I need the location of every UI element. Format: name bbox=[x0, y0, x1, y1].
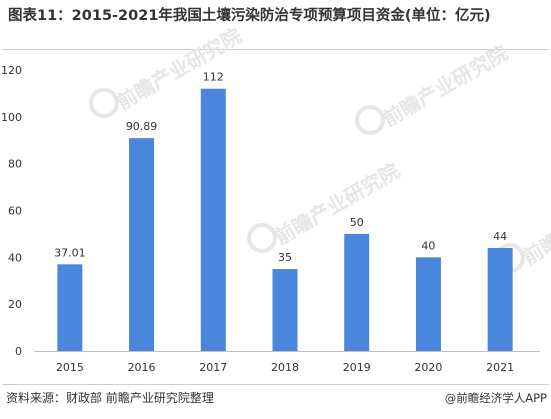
bar bbox=[129, 138, 155, 351]
y-tick-label: 20 bbox=[8, 298, 22, 311]
data-label: 40 bbox=[421, 239, 435, 252]
data-label: 44 bbox=[493, 230, 507, 243]
chart-title: 图表11：2015-2021年我国土壤污染防治专项预算项目资金(单位：亿元) bbox=[8, 8, 491, 24]
data-label: 90.89 bbox=[126, 120, 158, 133]
watermark-logo-icon bbox=[247, 223, 277, 253]
title-divider bbox=[2, 49, 549, 50]
x-tick-label: 2015 bbox=[56, 361, 84, 374]
bar bbox=[57, 264, 83, 351]
brand-text: @前瞻经济学人APP bbox=[444, 391, 547, 405]
footer-divider bbox=[2, 384, 549, 385]
bar bbox=[200, 88, 226, 351]
y-tick-label: 0 bbox=[15, 345, 22, 358]
bar bbox=[344, 233, 370, 351]
bars bbox=[57, 88, 513, 351]
data-label: 37.01 bbox=[54, 246, 86, 259]
y-tick-label: 80 bbox=[8, 158, 22, 171]
data-label: 112 bbox=[203, 71, 224, 84]
y-tick-label: 100 bbox=[1, 111, 22, 124]
x-tick-label: 2018 bbox=[271, 361, 299, 374]
x-tick-label: 2019 bbox=[343, 361, 371, 374]
x-tick-label: 2016 bbox=[128, 361, 156, 374]
bar bbox=[415, 257, 441, 351]
y-axis: 0 20 40 60 80 100 120 bbox=[1, 64, 22, 358]
x-tick-label: 2021 bbox=[486, 361, 514, 374]
y-tick-label: 60 bbox=[8, 205, 22, 218]
bar bbox=[487, 247, 513, 351]
data-labels: 37.01 90.89 112 35 50 40 44 bbox=[54, 71, 507, 264]
data-label: 35 bbox=[278, 251, 292, 264]
x-tick-label: 2020 bbox=[414, 361, 442, 374]
bar bbox=[272, 269, 298, 351]
watermark-text: 前瞻产业研究院 bbox=[271, 159, 404, 250]
brand-credit: @前瞻经济学人APP bbox=[445, 388, 547, 408]
y-tick-label: 40 bbox=[8, 251, 22, 264]
x-axis: 2015 2016 2017 2018 2019 2020 2021 bbox=[34, 351, 540, 374]
watermark-logo-icon bbox=[355, 105, 385, 135]
x-tick-label: 2017 bbox=[199, 361, 227, 374]
y-tick-label: 120 bbox=[1, 64, 22, 77]
watermark-text: 前瞻产业研究院 bbox=[379, 41, 512, 132]
watermark-text: 前瞻产业研究院 bbox=[519, 179, 551, 270]
data-label: 50 bbox=[350, 216, 364, 229]
watermark-logo-icon bbox=[89, 88, 119, 118]
source-note: 资料来源：财政部 前瞻产业研究院整理 bbox=[6, 391, 214, 405]
